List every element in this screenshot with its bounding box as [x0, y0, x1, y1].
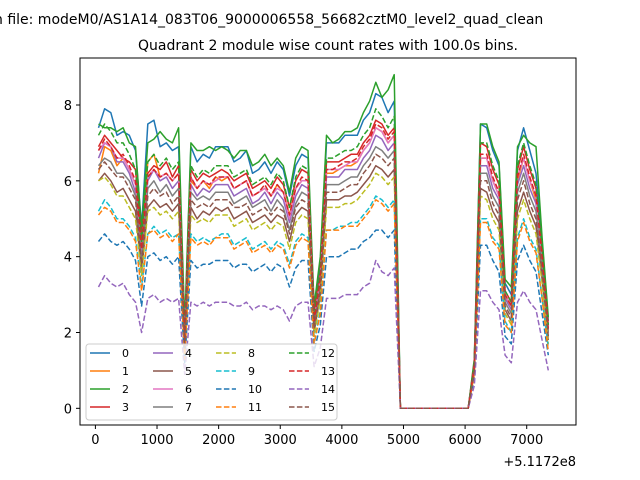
series-line-14	[97, 259, 550, 410]
legend-label-7: 7	[185, 401, 192, 414]
x-tick-label: 7000	[510, 433, 543, 448]
legend-label-15: 15	[321, 401, 335, 414]
legend-label-12: 12	[321, 347, 335, 360]
legend-label-5: 5	[185, 365, 192, 378]
plot-area	[97, 73, 550, 410]
y-tick-label: 0	[64, 402, 72, 417]
figure-suptitle: n file: modeM0/AS1A14_083T06_9000006558_…	[0, 12, 543, 28]
legend-label-3: 3	[122, 401, 129, 414]
series-line-4	[97, 134, 550, 410]
x-axis: 0 1000 2000 3000 4000 5000 6000 7000	[91, 425, 543, 448]
series-line-6	[97, 127, 550, 410]
legend-label-1: 1	[122, 365, 129, 378]
x-axis-offset-label: +5.1172e8	[503, 455, 576, 470]
y-tick-label: 2	[64, 326, 72, 341]
legend-label-6: 6	[185, 383, 192, 396]
series-line-5	[97, 164, 550, 410]
series-line-2	[98, 73, 550, 410]
legend-label-0: 0	[122, 347, 129, 360]
series-line-7	[97, 145, 550, 410]
series-line-13	[97, 123, 550, 410]
legend-frame	[85, 343, 338, 421]
chart-title: Quadrant 2 module wise count rates with …	[138, 38, 518, 54]
series-line-15	[97, 153, 550, 410]
y-tick-label: 6	[64, 175, 72, 190]
legend-label-4: 4	[185, 347, 192, 360]
series-line-9	[97, 195, 550, 410]
y-axis: 0 2 4 6 8	[64, 99, 80, 417]
legend-label-14: 14	[321, 383, 335, 396]
series-line-12	[97, 108, 550, 410]
y-tick-label: 4	[64, 251, 72, 266]
x-tick-label: 5000	[387, 433, 420, 448]
x-tick-label: 0	[91, 433, 99, 448]
legend-label-9: 9	[248, 365, 255, 378]
legend-label-8: 8	[248, 347, 255, 360]
legend-label-10: 10	[248, 383, 262, 396]
legend-label-13: 13	[321, 365, 335, 378]
x-tick-label: 2000	[202, 433, 235, 448]
legend-label-11: 11	[248, 401, 262, 414]
x-tick-label: 3000	[264, 433, 297, 448]
legend-label-2: 2	[122, 383, 129, 396]
x-tick-label: 6000	[449, 433, 482, 448]
y-tick-label: 8	[64, 99, 72, 114]
x-tick-label: 1000	[140, 433, 173, 448]
x-tick-label: 4000	[325, 433, 358, 448]
series-line-0	[97, 92, 550, 410]
axes-frame	[79, 57, 577, 426]
series-line-11	[97, 199, 550, 410]
